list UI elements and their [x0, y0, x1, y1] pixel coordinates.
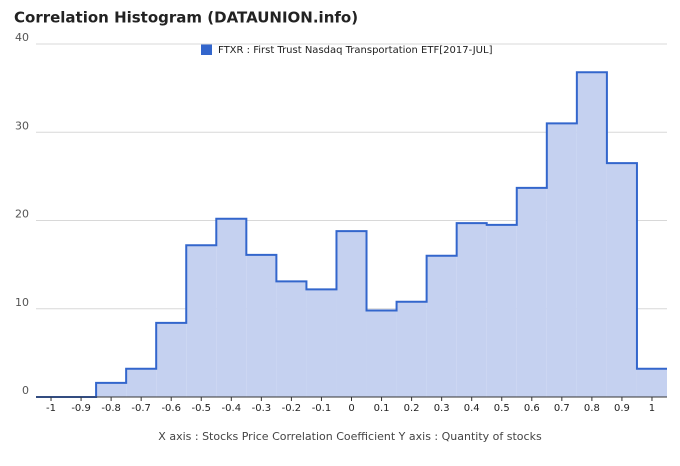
- legend-label: FTXR : First Trust Nasdaq Transportation…: [218, 45, 493, 56]
- x-tick-label: -0.5: [192, 403, 212, 414]
- bar: [306, 289, 337, 397]
- x-tick-label: -0.7: [131, 403, 151, 414]
- y-tick-label: 20: [15, 208, 29, 221]
- legend-swatch: [201, 44, 212, 55]
- x-tick-label: -0.1: [312, 403, 332, 414]
- bar: [546, 123, 577, 398]
- x-tick-label: -0.3: [252, 403, 272, 414]
- bar: [336, 231, 367, 397]
- bar: [516, 187, 547, 397]
- bar: [486, 224, 517, 397]
- bar: [126, 368, 157, 397]
- bar: [156, 322, 187, 397]
- x-tick-label: -0.4: [222, 403, 242, 414]
- y-tick-label: 40: [15, 31, 29, 44]
- x-tick-label: 0.7: [554, 403, 570, 414]
- x-tick-label: -0.2: [282, 403, 302, 414]
- bar: [636, 368, 667, 397]
- x-tick-label: 0.6: [524, 403, 540, 414]
- x-tick-label: 0: [348, 403, 354, 414]
- axis-note: X axis : Stocks Price Correlation Coeffi…: [158, 430, 542, 443]
- x-tick-label: -0.8: [101, 403, 121, 414]
- x-tick-label: 0.2: [404, 403, 420, 414]
- x-tick-label: 0.3: [434, 403, 450, 414]
- bar: [576, 72, 607, 398]
- bar: [246, 254, 277, 397]
- x-tick-label: -1: [46, 403, 56, 414]
- bar: [606, 163, 637, 397]
- x-tick-label: 0.1: [374, 403, 390, 414]
- x-tick-label: -0.9: [71, 403, 91, 414]
- x-tick-label: 0.5: [494, 403, 510, 414]
- bar: [426, 255, 457, 397]
- bar: [396, 301, 427, 397]
- bar: [456, 223, 487, 397]
- x-tick-label: 0.9: [614, 403, 630, 414]
- y-tick-label: 30: [15, 119, 29, 132]
- bar: [96, 382, 127, 397]
- x-tick-label: 1: [649, 403, 655, 414]
- x-tick-label: -0.6: [161, 403, 181, 414]
- step-line: [36, 71, 667, 398]
- bar: [216, 218, 247, 397]
- bar: [366, 310, 397, 397]
- y-tick-label: 0: [22, 384, 29, 397]
- chart-title: Correlation Histogram (DATAUNION.info): [14, 9, 358, 27]
- y-tick-label: 10: [15, 296, 29, 309]
- bar: [186, 245, 217, 397]
- x-tick-label: 0.8: [584, 403, 600, 414]
- x-tick-label: 0.4: [464, 403, 480, 414]
- bar: [276, 281, 307, 397]
